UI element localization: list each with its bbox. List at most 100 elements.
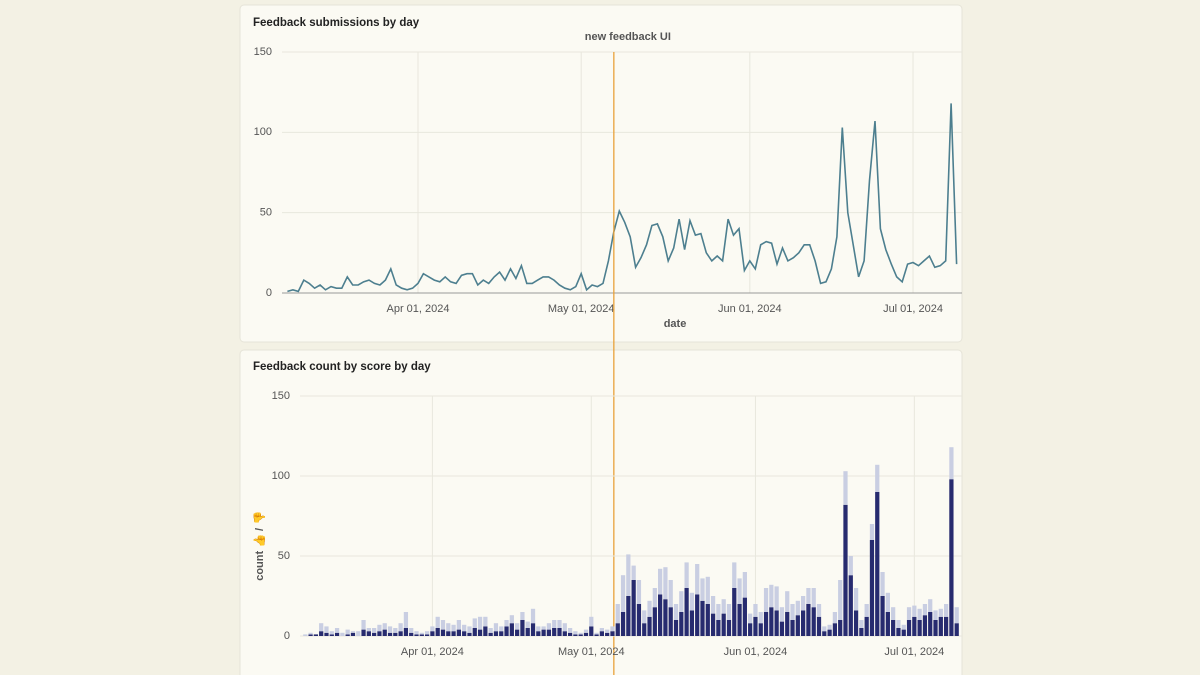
bar (546, 629, 552, 636)
bar (467, 632, 472, 636)
bar (319, 623, 324, 632)
bar (626, 554, 631, 596)
bar (864, 604, 869, 617)
bar (504, 620, 509, 627)
x-tick-label: Apr 01, 2024 (401, 646, 464, 658)
bar (578, 634, 583, 636)
bar (446, 631, 451, 636)
bar (827, 624, 832, 630)
y-tick-label: 0 (266, 287, 272, 299)
bar (440, 620, 446, 630)
bar (737, 604, 742, 636)
line-series (287, 103, 958, 293)
bar (769, 607, 774, 636)
bar (848, 575, 853, 636)
bar (377, 631, 382, 636)
bar (372, 628, 377, 633)
bar (636, 580, 642, 604)
bar (446, 623, 451, 632)
bar (838, 580, 843, 620)
bar (737, 578, 742, 604)
bar (864, 616, 869, 636)
bar (499, 626, 504, 632)
bar (726, 620, 732, 636)
bar (530, 623, 536, 636)
bar (785, 591, 790, 612)
bar (504, 626, 509, 636)
y-axis-label: count 👍 / 👎 (253, 511, 266, 581)
bar (843, 504, 848, 636)
bar (668, 607, 673, 636)
bar (954, 607, 959, 624)
bar (869, 540, 875, 636)
x-tick-label: Jun 01, 2024 (718, 303, 782, 315)
bar (906, 607, 912, 620)
bar (509, 615, 514, 624)
bar (742, 572, 747, 598)
bar (409, 632, 414, 636)
bar (382, 623, 387, 630)
bar (811, 588, 816, 608)
bar (467, 626, 472, 633)
bar (658, 594, 663, 636)
bar (806, 588, 811, 604)
bar (790, 604, 795, 620)
bar (901, 624, 906, 630)
bar (430, 631, 435, 636)
x-tick-label: May 01, 2024 (558, 646, 625, 658)
bar (679, 591, 684, 612)
bar (536, 626, 541, 632)
bar (552, 628, 557, 636)
bar (869, 524, 875, 540)
y-tick-label: 100 (254, 126, 272, 138)
bar (742, 597, 747, 636)
bar (753, 604, 758, 617)
bar (753, 616, 758, 636)
bar (891, 620, 896, 636)
bar (626, 596, 631, 636)
bar (329, 634, 334, 636)
x-tick-label: Jul 01, 2024 (883, 303, 943, 315)
bar (917, 620, 922, 636)
bar (605, 632, 610, 636)
bar (673, 604, 679, 620)
bar (319, 631, 324, 636)
bar (350, 632, 356, 636)
y-tick-label: 150 (254, 46, 272, 58)
bar (610, 626, 615, 632)
bar (689, 592, 695, 611)
bar (372, 632, 377, 636)
bar (605, 629, 610, 633)
x-tick-label: May 01, 2024 (548, 303, 615, 315)
bar (933, 610, 938, 620)
bar (885, 612, 890, 636)
bar (716, 604, 721, 620)
y-tick-label: 50 (278, 550, 290, 562)
bar (562, 631, 567, 636)
bar (721, 599, 726, 614)
bar (763, 612, 769, 636)
bar (424, 631, 430, 635)
bar (393, 628, 398, 633)
bar (462, 631, 467, 636)
bar (843, 471, 848, 505)
bar (345, 629, 350, 635)
bar (509, 623, 514, 636)
bar (928, 612, 933, 636)
bar (382, 629, 387, 636)
bar (578, 632, 583, 635)
bar (552, 620, 557, 628)
bar (631, 565, 636, 580)
bar (710, 613, 716, 636)
bar (928, 599, 933, 612)
bar (567, 632, 573, 636)
bar (684, 588, 689, 636)
bar (785, 612, 790, 636)
bar (938, 616, 943, 636)
bar (748, 613, 753, 624)
bar (451, 631, 456, 636)
bar (515, 629, 520, 636)
bar (912, 605, 917, 617)
bar (462, 624, 467, 632)
